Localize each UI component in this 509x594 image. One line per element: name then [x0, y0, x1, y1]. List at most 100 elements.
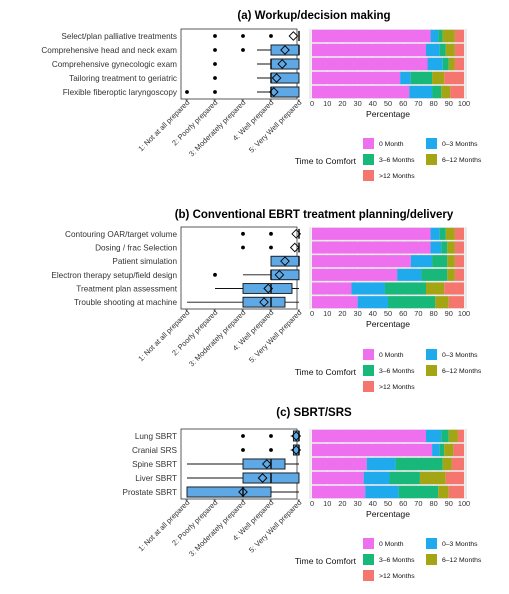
bar-segment	[410, 71, 433, 85]
bar-segment	[439, 443, 445, 457]
bar-segment	[312, 71, 401, 85]
iqr-box	[292, 444, 300, 456]
bar-segment	[365, 485, 399, 499]
legend: Time to Comfort 0 Month 0–3 Months 3–6 Mont…	[295, 538, 482, 581]
outlier-point	[269, 434, 273, 438]
task-label: Select/plan palliative treatments	[61, 32, 177, 41]
bar-tick-label: 30	[353, 309, 361, 318]
bar-segment	[312, 29, 431, 43]
outlier-point	[269, 231, 273, 236]
bar-segment	[426, 43, 440, 57]
legend-swatch	[426, 349, 437, 360]
bar-tick-label: 70	[414, 309, 422, 318]
mean-diamond	[238, 487, 248, 497]
task-label: Cranial SRS	[132, 446, 178, 455]
bar-segment	[450, 85, 464, 99]
bar-segment	[448, 57, 455, 71]
bar-segment	[419, 471, 446, 485]
bar-segment	[441, 85, 451, 99]
bar-segment	[454, 57, 464, 71]
legend-label: 6–12 Months	[442, 557, 482, 564]
mean-diamond	[280, 45, 290, 55]
outlier-point	[241, 231, 245, 236]
outlier-point	[213, 48, 217, 52]
mean-diamond	[291, 228, 302, 239]
iqr-box	[242, 458, 286, 470]
legend-label: 0–3 Months	[442, 141, 478, 148]
bar-tick-label: 0	[310, 309, 314, 318]
bar-segment	[454, 29, 464, 43]
task-label: Patient simulation	[112, 257, 177, 266]
legend-swatch	[426, 138, 437, 149]
legend-label: 6–12 Months	[442, 368, 482, 375]
iqr-box	[270, 44, 300, 56]
bar-segment	[441, 241, 448, 254]
bar-segment	[454, 227, 464, 240]
bar-segment	[442, 57, 449, 71]
mean-diamond	[268, 87, 279, 97]
bar-segment	[312, 268, 398, 281]
task-label: Treatment plan assessment	[76, 285, 177, 294]
bar-segment	[357, 296, 388, 309]
mean-diamond	[280, 256, 290, 267]
bar-segment	[312, 57, 428, 71]
task-label: Tailoring treatment to geriatric	[69, 74, 177, 83]
panel-title: (b) Conventional EBRT treatment planning…	[175, 209, 454, 221]
bar-tick-label: 40	[369, 99, 377, 108]
outlier-point	[213, 62, 217, 66]
bar-segment	[445, 43, 455, 57]
bar-x-axis-label: Percentage	[366, 109, 410, 119]
bar-segment	[397, 268, 422, 281]
iqr-box	[270, 72, 300, 84]
boxplot-tick-label: 1: Not at all prepared	[136, 498, 191, 553]
bar-segment	[432, 85, 442, 99]
outlier-point	[269, 245, 273, 250]
legend-label: 3–6 Months	[379, 557, 415, 564]
legend-label: 0–3 Months	[442, 541, 478, 548]
outlier-point	[241, 48, 245, 52]
bar-segment	[444, 71, 464, 85]
bar-segment	[398, 485, 439, 499]
bar-segment	[442, 457, 452, 471]
legend-swatch	[363, 365, 374, 376]
bar-tick-label: 0	[310, 99, 314, 108]
bar-tick-label: 90	[445, 309, 453, 318]
bar-tick-label: 20	[338, 99, 346, 108]
bar-segment	[457, 429, 464, 443]
outlier-point	[241, 245, 245, 250]
bar-tick-label: 70	[414, 499, 422, 508]
bar-segment	[312, 443, 433, 457]
boxplot-tick-label: 1: Not at all prepared	[136, 98, 191, 153]
legend-label: >12 Months	[379, 384, 415, 391]
boxplot-frame	[180, 226, 298, 310]
task-label: Comprehensive gynecologic exam	[52, 60, 177, 69]
bar-tick-label: 60	[399, 99, 407, 108]
bar-x-axis-label: Percentage	[366, 509, 410, 519]
iqr-box	[270, 86, 300, 98]
legend-swatch	[363, 170, 374, 181]
bar-segment	[421, 268, 448, 281]
bar-segment	[312, 485, 366, 499]
bar-tick-label: 90	[445, 99, 453, 108]
legend-swatch	[363, 349, 374, 360]
mean-diamond	[277, 59, 288, 69]
bar-segment	[388, 296, 436, 309]
legend-swatch	[426, 538, 437, 549]
legend-swatch	[363, 154, 374, 165]
bar-segment	[447, 241, 455, 254]
legend-swatch	[426, 365, 437, 376]
legend-label: 0 Month	[379, 352, 404, 359]
bar-segment	[448, 485, 464, 499]
task-label: Dosing / frac Selection	[95, 244, 177, 253]
bar-tick-label: 10	[323, 99, 331, 108]
legend-swatch	[363, 538, 374, 549]
outlier-point	[213, 272, 217, 277]
bar-tick-label: 80	[429, 499, 437, 508]
task-label: Trouble shooting at machine	[74, 298, 177, 307]
task-label: Liver SBRT	[135, 474, 177, 483]
panel-2: (c) SBRT/SRS 0 10 20 30 40 50 60 70 80 90 100 Percen…	[123, 407, 482, 581]
bar-segment	[430, 227, 440, 240]
bar-tick-label: 50	[384, 309, 392, 318]
bar-segment	[312, 429, 426, 443]
